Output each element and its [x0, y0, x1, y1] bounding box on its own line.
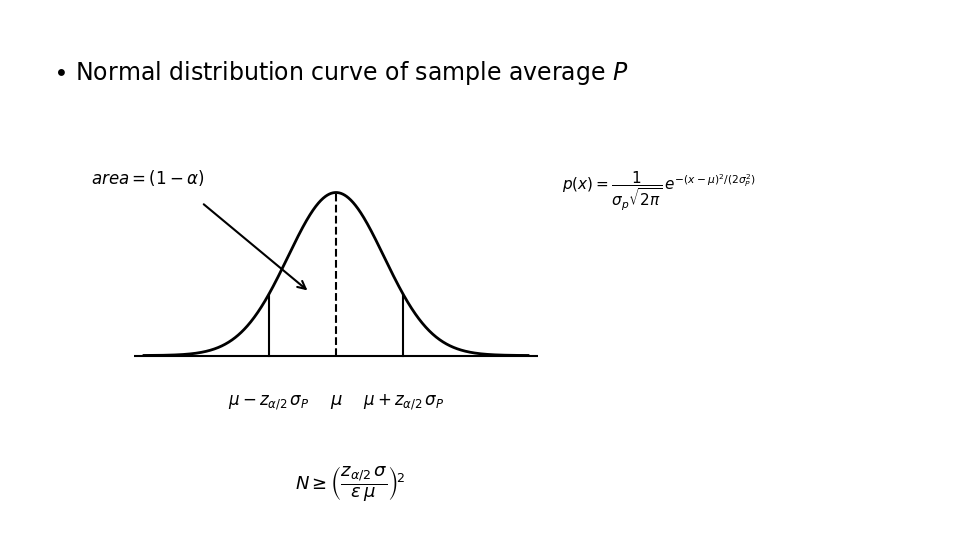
Text: $N \geq \left(\dfrac{z_{\alpha/2}\,\sigma}{\varepsilon\,\mu}\right)^{\!2}$: $N \geq \left(\dfrac{z_{\alpha/2}\,\sigm…	[296, 464, 405, 503]
Text: $\mu + z_{\alpha/2}\,\sigma_P$: $\mu + z_{\alpha/2}\,\sigma_P$	[363, 393, 444, 412]
Text: $\bullet$ Normal distribution curve of sample average $P$: $\bullet$ Normal distribution curve of s…	[53, 59, 629, 87]
Text: $\mu$: $\mu$	[329, 393, 343, 411]
Text: $p(x) = \dfrac{1}{\sigma_p\sqrt{2\pi}}\,e^{-(x-\mu)^2/(2\sigma_P^2)}$: $p(x) = \dfrac{1}{\sigma_p\sqrt{2\pi}}\,…	[562, 170, 756, 213]
Text: $\mu - z_{\alpha/2}\,\sigma_P$: $\mu - z_{\alpha/2}\,\sigma_P$	[228, 393, 309, 411]
Text: $area = (1-\alpha)$: $area = (1-\alpha)$	[91, 168, 204, 188]
